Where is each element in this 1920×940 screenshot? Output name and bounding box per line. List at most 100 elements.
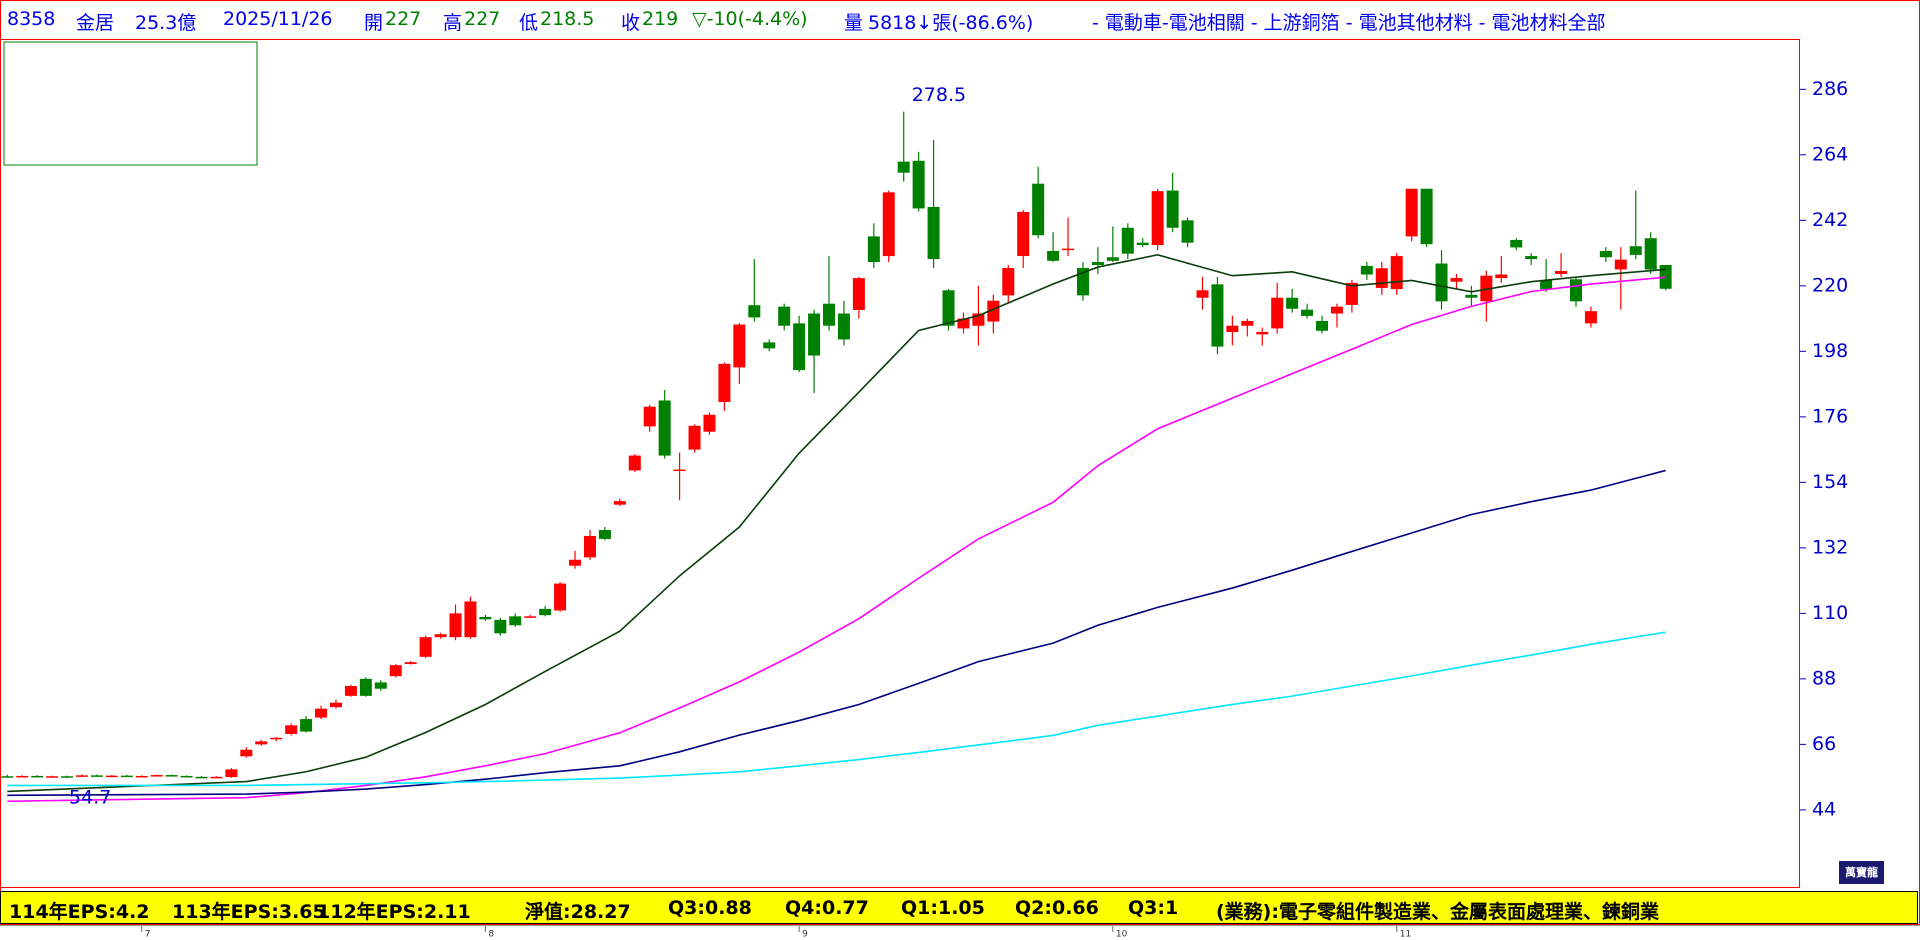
footer-item: Q4:0.77 (785, 897, 869, 919)
candle-body (1256, 331, 1269, 335)
footer-item: (業務):電子零組件製造業、金屬表面處理業、鍊銅業 (1216, 901, 1659, 923)
candle-body (882, 192, 895, 257)
candle-body (1555, 270, 1568, 274)
candle-body (1062, 248, 1075, 251)
candle-body (673, 469, 686, 472)
candle-body (46, 776, 59, 778)
x-tick-label: 9 (802, 930, 808, 940)
candle-body (554, 583, 567, 611)
stock-name: 金居 (76, 12, 115, 34)
candle-body (120, 775, 133, 778)
candle-body (479, 616, 492, 620)
candle-body (1405, 188, 1418, 237)
candle-body (150, 775, 163, 777)
footer-item: Q3:1 (1128, 897, 1179, 919)
candle-body (1390, 256, 1403, 290)
candle-body (583, 535, 596, 558)
candle-body (1166, 190, 1179, 228)
candle-body (927, 206, 940, 260)
footer-item: Q1:1.05 (901, 897, 985, 919)
quote-label: 收 (621, 12, 641, 34)
candle-body (748, 305, 761, 318)
candle-body (255, 741, 268, 745)
candle-body (688, 425, 701, 450)
candle-body (270, 737, 283, 740)
quote-label: 高 (443, 12, 463, 34)
candle-body (225, 769, 238, 778)
quote-label: 低 (519, 12, 539, 34)
candle-body (1495, 274, 1508, 279)
logo-box (1839, 861, 1884, 884)
candle-body (1330, 306, 1343, 314)
quote-value: 219 (642, 8, 679, 30)
high-label: 278.5 (912, 84, 966, 106)
x-tick-label: 11 (1400, 930, 1411, 940)
footer-item: 113年EPS:3.65 (172, 901, 326, 923)
y-tick-label: 264 (1812, 143, 1848, 165)
x-tick-label: 7 (145, 930, 151, 940)
candle-body (344, 686, 357, 696)
candle-body (793, 323, 806, 371)
candle-body (135, 775, 148, 778)
candle-body (852, 278, 865, 310)
candle-body (1659, 264, 1672, 289)
candle-body (763, 342, 776, 349)
candle-body (703, 414, 716, 432)
candle-body (165, 775, 178, 777)
volume: 5818↓張(-86.6%) (868, 12, 1034, 34)
logo: 萬寶龍 (1845, 865, 1878, 879)
candle-body (1599, 251, 1612, 258)
candle-body (987, 300, 1000, 322)
candle-body (1121, 227, 1134, 254)
candle-body (31, 775, 44, 778)
candle-body (1301, 309, 1314, 316)
candle-body (808, 313, 821, 356)
y-tick-label: 44 (1812, 798, 1836, 820)
footer-item: 淨值:28.27 (525, 901, 631, 923)
candle-body (1286, 297, 1299, 309)
x-tick-label: 10 (1116, 930, 1128, 940)
candle-body (524, 616, 537, 618)
candle-body (509, 616, 522, 626)
candle-body (210, 776, 223, 779)
candle-body (315, 708, 328, 718)
candle-body (1345, 282, 1358, 305)
candle-body (180, 775, 193, 778)
y-tick-label: 198 (1812, 340, 1848, 362)
y-tick-label: 220 (1812, 274, 1848, 296)
candle-body (449, 613, 462, 638)
y-tick-label: 286 (1812, 78, 1848, 100)
candle-body (1360, 265, 1373, 275)
candle-body (957, 318, 970, 329)
candle-body (1420, 188, 1433, 245)
candle-body (359, 678, 372, 696)
candle-body (105, 775, 118, 778)
y-tick-label: 176 (1812, 405, 1848, 427)
candle-body (1629, 246, 1642, 255)
candle-body (1510, 239, 1523, 248)
candle-body (1241, 320, 1254, 326)
quote-value: 227 (385, 8, 422, 30)
candle-body (300, 719, 313, 732)
y-tick-label: 88 (1812, 667, 1836, 689)
quote-label: 開 (364, 12, 384, 34)
candle-body (942, 290, 955, 326)
candle-body (1002, 267, 1015, 296)
candle-body (404, 662, 417, 664)
candle-body (1211, 284, 1224, 347)
candle-body (837, 313, 850, 340)
candle-body (1435, 263, 1448, 302)
candle-body (1525, 256, 1538, 260)
candle-body (61, 776, 74, 778)
candle-body (539, 608, 552, 616)
candle-body (643, 406, 656, 427)
candle-body (1076, 267, 1089, 296)
candle-body (434, 634, 447, 638)
candle-body (569, 559, 582, 566)
candle-body (329, 702, 342, 708)
candle-body (1151, 191, 1164, 246)
candle-body (1584, 311, 1597, 324)
y-tick-label: 154 (1812, 471, 1848, 493)
legend-box (3, 41, 258, 166)
